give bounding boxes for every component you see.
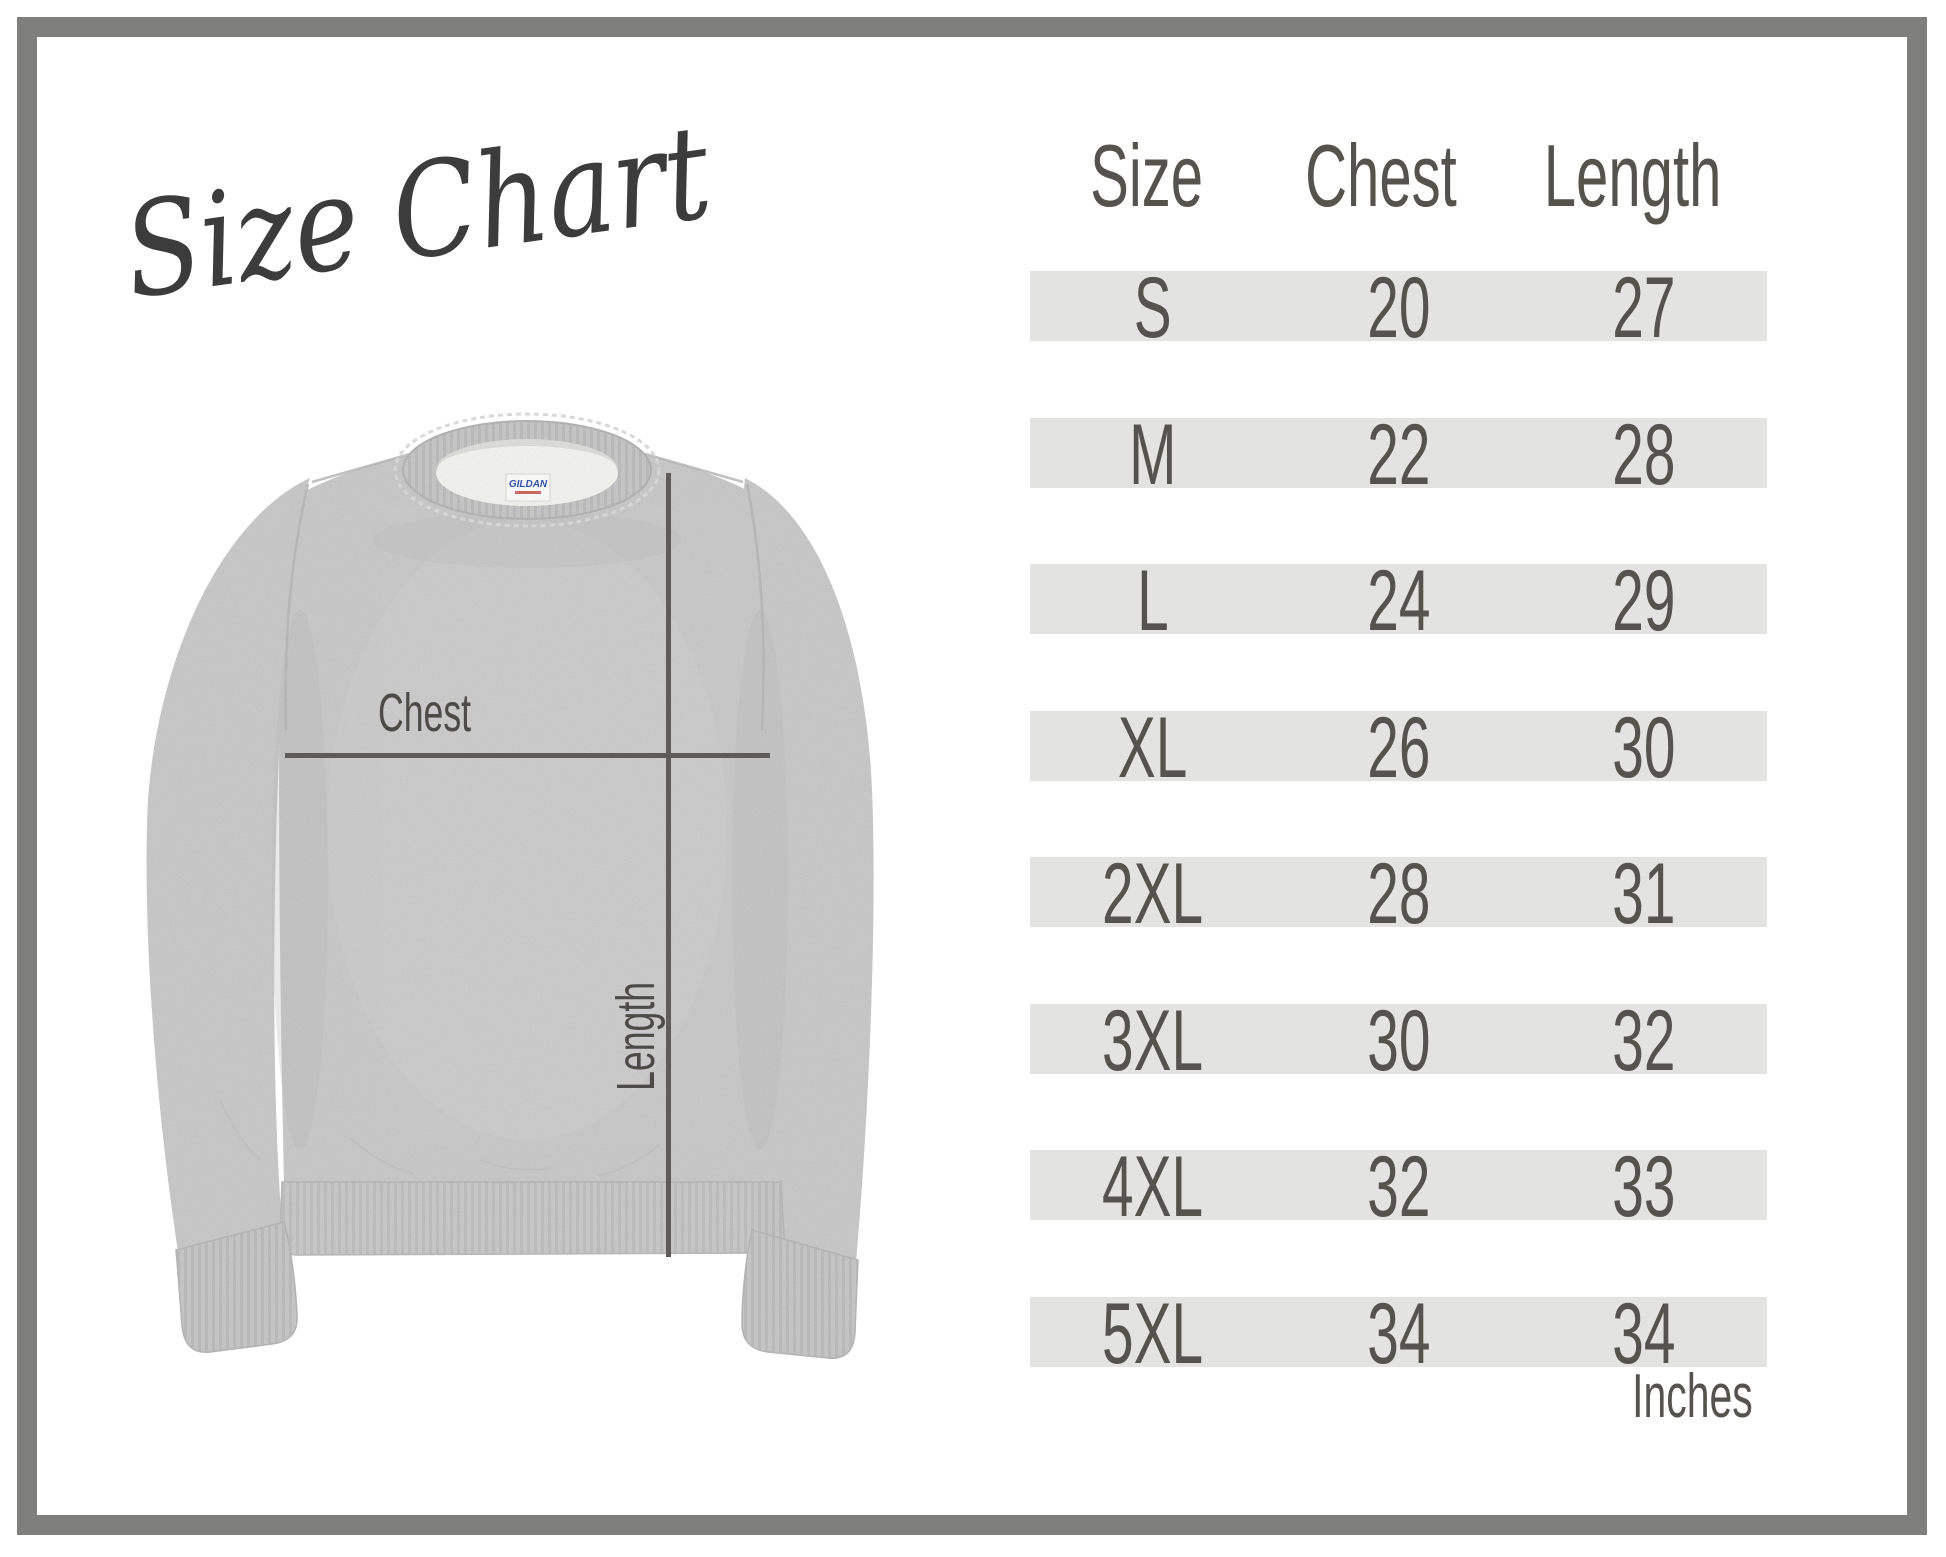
length-cell: 29: [1612, 553, 1676, 649]
outer-frame-border: [17, 17, 1927, 1535]
chest-measure-line: [285, 753, 770, 758]
size-cell: L: [1137, 553, 1169, 649]
length-measure-label: Length: [606, 981, 666, 1091]
length-cell: 30: [1612, 699, 1676, 796]
table-row: 3XL 30 32: [1030, 998, 1767, 1084]
size-cell: S: [1133, 260, 1172, 356]
table-row: 5XL 34 34: [1030, 1291, 1767, 1377]
chest-cell: 32: [1366, 1139, 1431, 1235]
length-cell: 34: [1612, 1285, 1676, 1382]
size-cell: 3XL: [1102, 992, 1204, 1089]
column-header-length: Length: [1543, 126, 1722, 225]
size-table: S 20 27 M 22 28 L 24 29 XL 26 30 2XL 28 …: [1030, 265, 1767, 1377]
length-cell: 32: [1612, 992, 1676, 1089]
length-cell: 33: [1612, 1139, 1676, 1235]
size-cell: 5XL: [1102, 1285, 1204, 1382]
page-title-text: Size Chart: [114, 95, 720, 329]
column-header-size: Size: [1090, 126, 1204, 225]
chest-cell: 22: [1366, 406, 1431, 503]
size-cell: XL: [1118, 699, 1188, 796]
size-cell: M: [1129, 406, 1177, 503]
units-label: Inches: [1632, 1362, 1753, 1431]
heather-texture: [146, 421, 874, 1359]
length-measure-line: [666, 473, 671, 1257]
chest-measure-label: Chest: [378, 683, 472, 743]
chest-cell: 28: [1366, 846, 1431, 942]
chest-cell: 24: [1366, 553, 1431, 649]
size-cell: 2XL: [1102, 846, 1204, 942]
length-cell: 31: [1612, 846, 1676, 942]
table-row: S 20 27: [1030, 265, 1767, 351]
column-header-chest: Chest: [1305, 126, 1457, 225]
table-row: XL 26 30: [1030, 705, 1767, 791]
table-row: 2XL 28 31: [1030, 851, 1767, 937]
chest-cell: 20: [1366, 260, 1431, 356]
size-cell: 4XL: [1102, 1139, 1204, 1235]
length-cell: 28: [1612, 406, 1676, 503]
chest-cell: 26: [1366, 699, 1431, 796]
table-header-row: Size Chest Length: [1030, 128, 1767, 224]
chest-cell: 34: [1366, 1285, 1431, 1382]
sweatshirt-image: GILDAN: [146, 412, 874, 1359]
table-row: M 22 28: [1030, 412, 1767, 498]
chest-cell: 30: [1366, 992, 1431, 1089]
table-row: L 24 29: [1030, 558, 1767, 644]
length-cell: 27: [1612, 260, 1676, 356]
table-row: 4XL 32 33: [1030, 1144, 1767, 1230]
